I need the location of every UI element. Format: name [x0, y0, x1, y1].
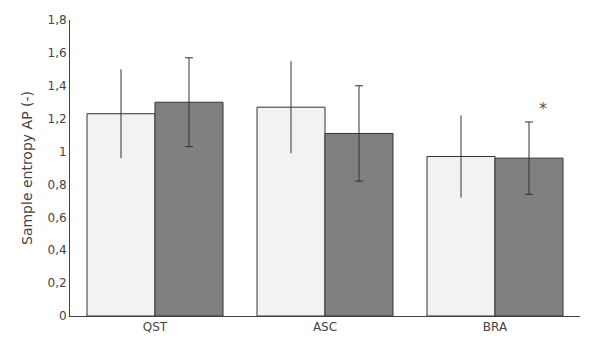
svg-text:0,8: 0,8 — [48, 178, 67, 192]
svg-text:Sample entropy AP (-): Sample entropy AP (-) — [19, 91, 35, 245]
svg-text:BRA: BRA — [483, 320, 508, 334]
svg-text:1,4: 1,4 — [48, 79, 67, 93]
svg-text:0,6: 0,6 — [48, 211, 67, 225]
svg-text:*: * — [539, 99, 547, 118]
svg-text:0,2: 0,2 — [48, 276, 67, 290]
svg-text:1,6: 1,6 — [48, 46, 67, 60]
svg-text:ASC: ASC — [313, 320, 337, 334]
svg-text:1,8: 1,8 — [48, 13, 67, 27]
svg-text:QST: QST — [143, 320, 168, 334]
svg-text:1: 1 — [59, 145, 67, 159]
svg-text:0: 0 — [59, 309, 67, 323]
svg-text:0,4: 0,4 — [48, 243, 67, 257]
svg-text:1,2: 1,2 — [48, 112, 67, 126]
